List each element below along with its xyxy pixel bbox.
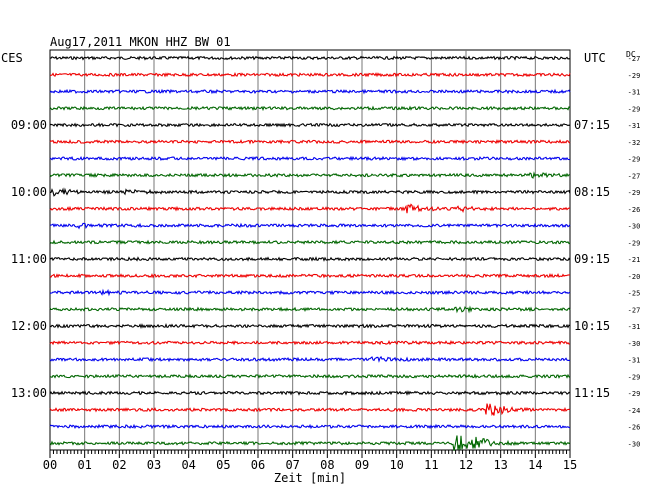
right-time-label: 09:15 [574, 252, 610, 266]
right-time-label: 11:15 [574, 386, 610, 400]
x-tick-label: 00 [43, 458, 57, 472]
x-tick-label: 15 [563, 458, 577, 472]
dc-column-header: DC [626, 50, 636, 59]
trace-line [49, 71, 571, 78]
dc-offset-label: -27 [628, 55, 641, 63]
x-tick-label: 11 [424, 458, 438, 472]
left-timezone-label: CES [1, 51, 23, 65]
dc-offset-label: -21 [628, 256, 641, 264]
dc-offset-label: -31 [628, 323, 641, 331]
trace-line [49, 256, 571, 262]
trace-line [49, 155, 571, 162]
dc-offset-label: -32 [628, 139, 641, 147]
dc-offset-label: -20 [628, 273, 641, 281]
x-tick-label: 08 [320, 458, 334, 472]
axis-labels: -27 -29 -31 -29 -31 -32 -29 -27 -29 -26 -30 -29 -21 -… [11, 55, 640, 472]
trace-line [49, 423, 571, 430]
trace-line [49, 203, 570, 214]
dc-offset-label: -30 [628, 440, 641, 448]
dc-offset-label: -30 [628, 223, 641, 231]
left-time-label: 09:00 [11, 118, 47, 132]
dc-offset-label: -29 [628, 239, 641, 247]
dc-offset-label: -25 [628, 290, 641, 298]
trace-line [50, 187, 571, 197]
x-tick-label: 10 [389, 458, 403, 472]
trace-line [49, 435, 571, 451]
dc-offset-label: -29 [628, 373, 641, 381]
trace-line [49, 390, 571, 396]
dc-offset-label: -27 [628, 172, 641, 180]
x-tick-label: 01 [77, 458, 91, 472]
trace-line [49, 88, 571, 95]
x-axis-ticks [49, 450, 571, 458]
dc-offset-label: -31 [628, 122, 641, 130]
trace-line [49, 340, 571, 346]
trace-line [49, 55, 571, 61]
x-axis-title: Zeit [min] [274, 471, 346, 485]
trace-line [49, 105, 571, 112]
x-tick-label: 02 [112, 458, 126, 472]
x-tick-label: 12 [459, 458, 473, 472]
dc-offset-label: -29 [628, 72, 641, 80]
x-tick-label: 05 [216, 458, 230, 472]
x-tick-label: 14 [528, 458, 542, 472]
dc-offset-label: -29 [628, 390, 641, 398]
trace-line [49, 323, 571, 329]
trace-line [49, 171, 570, 179]
trace-line [49, 122, 571, 128]
dc-offset-label: -26 [628, 206, 641, 214]
plot-title: Aug17,2011 MKON HHZ BW 01 [50, 35, 231, 49]
trace-line [49, 373, 571, 379]
trace-line [49, 403, 571, 417]
x-tick-label: 09 [355, 458, 369, 472]
dc-offset-label: -29 [628, 156, 641, 164]
x-tick-label: 04 [181, 458, 195, 472]
dc-offset-label: -30 [628, 340, 641, 348]
dc-offset-label: -29 [628, 189, 641, 197]
x-tick-label: 07 [285, 458, 299, 472]
left-time-label: 12:00 [11, 319, 47, 333]
trace-line [49, 288, 571, 297]
dc-offset-label: -31 [628, 357, 641, 365]
dc-offset-label: -24 [628, 407, 641, 415]
trace-line [49, 272, 570, 279]
left-time-label: 13:00 [11, 386, 47, 400]
dc-offset-label: -29 [628, 105, 641, 113]
trace-line [49, 222, 571, 230]
dc-offset-label: -31 [628, 89, 641, 97]
x-tick-label: 13 [493, 458, 507, 472]
trace-line [49, 139, 571, 145]
x-tick-label: 06 [251, 458, 265, 472]
right-timezone-label: UTC [584, 51, 606, 65]
trace-line [49, 355, 571, 363]
left-time-label: 10:00 [11, 185, 47, 199]
right-time-label: 08:15 [574, 185, 610, 199]
right-time-label: 07:15 [574, 118, 610, 132]
dc-offset-label: -26 [628, 424, 641, 432]
left-time-label: 11:00 [11, 252, 47, 266]
minute-gridlines [84, 50, 536, 450]
seismogram-traces [49, 55, 571, 451]
dc-offset-label: -27 [628, 306, 641, 314]
x-tick-label: 03 [147, 458, 161, 472]
right-time-label: 10:15 [574, 319, 610, 333]
trace-line [49, 239, 571, 245]
trace-line [49, 305, 571, 314]
